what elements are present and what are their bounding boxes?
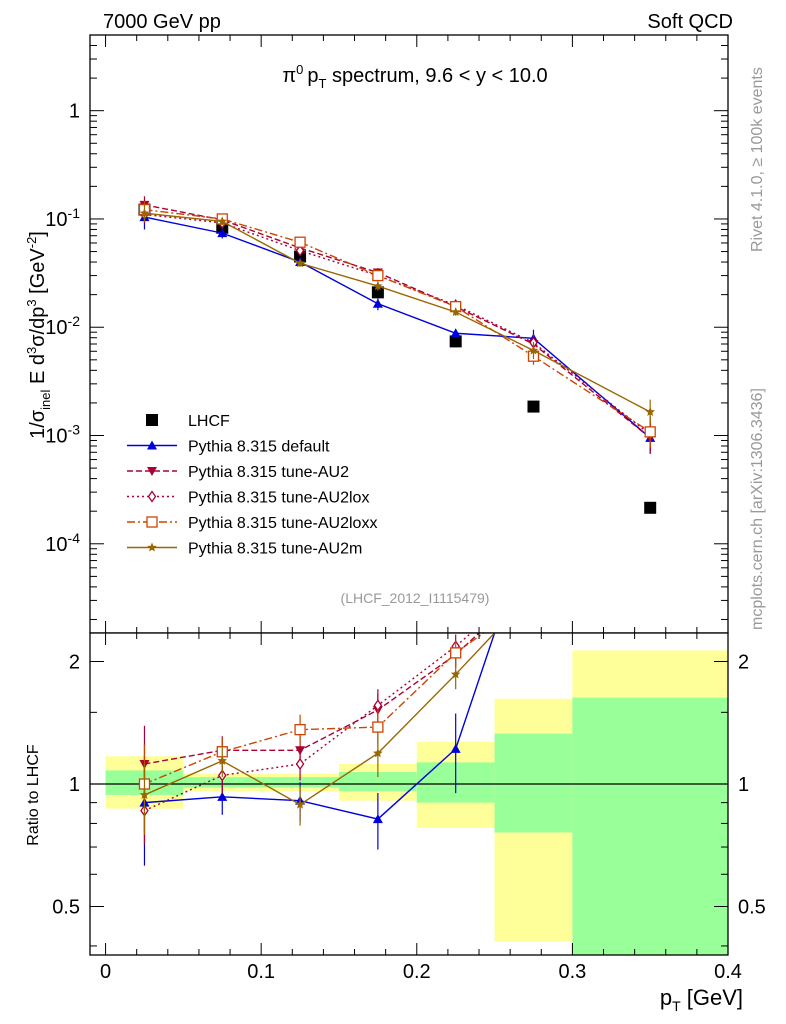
uncertainty-band-inner xyxy=(572,697,728,955)
data-point xyxy=(371,286,384,299)
data-point xyxy=(450,307,461,317)
x-tick-label: 0.1 xyxy=(247,961,275,983)
x-axis-label: pT [GeV] xyxy=(660,985,743,1014)
data-point xyxy=(527,400,540,413)
y-axis-label: 1/σinel E d3σ/dp3 [GeV-2] xyxy=(24,231,53,439)
data-point xyxy=(644,426,656,438)
x-tick-label: 0 xyxy=(100,961,111,983)
legend-label: Pythia 8.315 tune-AU2 xyxy=(188,464,349,481)
ratio-point xyxy=(217,755,227,765)
data-point xyxy=(217,228,228,238)
chart-title: π0 pT spectrum, 9.6 < y < 10.0 xyxy=(282,62,547,91)
analysis-watermark: (LHCF_2012_I1115479) xyxy=(341,590,490,606)
data-point xyxy=(373,281,383,291)
ratio-point xyxy=(450,743,461,753)
rivet-version-label: Rivet 4.1.0, ≥ 100k events xyxy=(749,67,766,252)
y-tick-label: 10-3 xyxy=(45,422,80,448)
ratio-point xyxy=(373,748,383,758)
legend-entry: LHCF xyxy=(146,413,230,430)
ratio-y-tick-label: 0.5 xyxy=(52,896,80,918)
uncertainty-band-inner xyxy=(338,772,417,792)
ratio-series-pythia-8-315-default xyxy=(139,633,496,866)
ratio-point xyxy=(450,669,461,679)
ratio-y-tick-label: 2 xyxy=(69,652,80,674)
uncertainty-band-inner xyxy=(494,733,573,833)
legend-marker xyxy=(147,440,157,450)
legend-entry: Pythia 8.315 tune-AU2lox xyxy=(127,490,369,507)
ratio-point xyxy=(294,724,306,736)
ratio-point xyxy=(450,647,462,659)
legend-label: LHCF xyxy=(188,413,230,430)
ratio-y-tick-label: 1 xyxy=(69,774,80,796)
y-tick-label: 10-2 xyxy=(45,313,80,339)
ratio-point xyxy=(372,721,384,733)
header-left: 7000 GeV pp xyxy=(103,11,221,33)
series-pythia-8-315-tune-au2m xyxy=(139,204,655,425)
legend-entry: Pythia 8.315 default xyxy=(127,439,330,456)
x-tick-label: 0.3 xyxy=(558,961,586,983)
upper-plot-area xyxy=(90,35,728,633)
ratio-line xyxy=(144,633,472,812)
legend: LHCF Pythia 8.315 default Pythia 8.315 tun… xyxy=(127,413,377,558)
legend-label: Pythia 8.315 tune-AU2m xyxy=(188,541,362,558)
legend-label: Pythia 8.315 tune-AU2loxx xyxy=(188,515,377,532)
data-point xyxy=(295,244,305,257)
ratio-y-tick-label-right: 2 xyxy=(738,652,749,674)
legend-marker xyxy=(147,542,157,552)
ratio-y-tick-label-right: 0.5 xyxy=(738,896,766,918)
ratio-point xyxy=(217,791,228,801)
ratio-point xyxy=(295,799,305,809)
x-tick-label: 0.4 xyxy=(714,961,742,983)
header-right: Soft QCD xyxy=(647,11,733,33)
data-point xyxy=(645,407,655,416)
data-point xyxy=(528,345,539,355)
legend-marker xyxy=(147,490,157,503)
data-point xyxy=(217,216,227,226)
ratio-plot-area xyxy=(90,633,728,955)
legend-entry: Pythia 8.315 tune-AU2 xyxy=(127,464,349,481)
y-tick-label: 10-1 xyxy=(45,205,80,231)
legend-entry: Pythia 8.315 tune-AU2loxx xyxy=(127,515,377,532)
mcplots-reference-label: mcplots.cern.ch [arXiv:1306.3436] xyxy=(749,388,766,630)
legend-marker xyxy=(146,516,158,528)
legend-marker xyxy=(146,414,158,426)
legend-label: Pythia 8.315 tune-AU2lox xyxy=(188,490,369,507)
ratio-plot-frame xyxy=(89,632,729,956)
ratio-line xyxy=(144,633,496,806)
y-tick-label: 10-4 xyxy=(45,530,80,556)
legend-label: Pythia 8.315 default xyxy=(188,439,330,456)
y-tick-label: 1 xyxy=(69,101,80,123)
ratio-line xyxy=(144,633,496,820)
data-point xyxy=(450,328,461,338)
x-tick-label: 0.2 xyxy=(403,961,431,983)
data-point xyxy=(295,258,305,268)
ratio-y-axis-label: Ratio to LHCF xyxy=(25,744,42,846)
ratio-point xyxy=(295,757,305,771)
upper-plot-background xyxy=(90,35,728,633)
data-point xyxy=(139,208,150,218)
ratio-series-pythia-8-315-tune-au2m xyxy=(139,633,496,833)
ratio-point xyxy=(139,789,150,799)
data-point xyxy=(372,269,384,282)
legend-entry: Pythia 8.315 tune-AU2m xyxy=(127,541,362,558)
ratio-y-tick-label-right: 1 xyxy=(738,774,749,796)
data-point xyxy=(372,298,383,308)
data-point xyxy=(294,236,306,248)
data-point xyxy=(449,335,462,348)
ratio-point xyxy=(372,814,383,824)
legend-marker xyxy=(147,467,157,476)
data-point xyxy=(644,501,657,514)
